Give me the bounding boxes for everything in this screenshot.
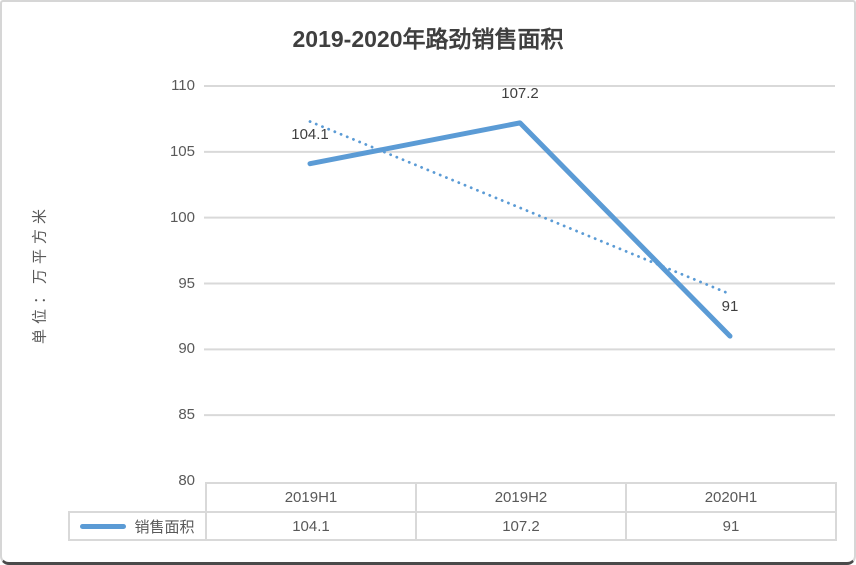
legend-label: 销售面积 — [134, 518, 195, 536]
y-tick-label: 105 — [169, 142, 195, 160]
data-table: 2019H1 2019H2 2020H1 销售面积 104.1 107.2 91 — [68, 482, 837, 541]
y-tick-label: 100 — [169, 208, 195, 226]
y-tick-label: 110 — [171, 77, 195, 94]
chart-title: 2019-2020年路劲销售面积 — [292, 26, 564, 52]
table-value-2020h1: 91 — [625, 511, 837, 541]
data-label: 107.2 — [501, 84, 539, 102]
y-tick-label: 80 — [178, 472, 195, 489]
y-tick-label: 85 — [178, 406, 195, 424]
table-value-2019h2: 107.2 — [415, 511, 627, 541]
table-header-2019h1: 2019H1 — [205, 482, 417, 513]
data-label: 104.1 — [291, 125, 329, 143]
table-value-2019h1: 104.1 — [205, 511, 417, 541]
y-tick-label: 90 — [178, 340, 195, 358]
sales-area-line — [307, 120, 733, 339]
table-corner-blank — [69, 483, 206, 512]
data-label: 91 — [721, 298, 739, 316]
table-header-2020h1: 2020H1 — [625, 482, 837, 513]
y-tick-label: 95 — [178, 274, 195, 292]
legend-cell: 销售面积 — [68, 511, 207, 541]
series-line-legend-icon — [80, 523, 127, 529]
trendline-dotted — [308, 120, 732, 296]
table-header-row: 2019H1 2019H2 2020H1 — [69, 482, 837, 513]
table-value-row: 销售面积 104.1 107.2 91 — [68, 511, 837, 541]
table-header-2019h2: 2019H2 — [415, 482, 627, 513]
